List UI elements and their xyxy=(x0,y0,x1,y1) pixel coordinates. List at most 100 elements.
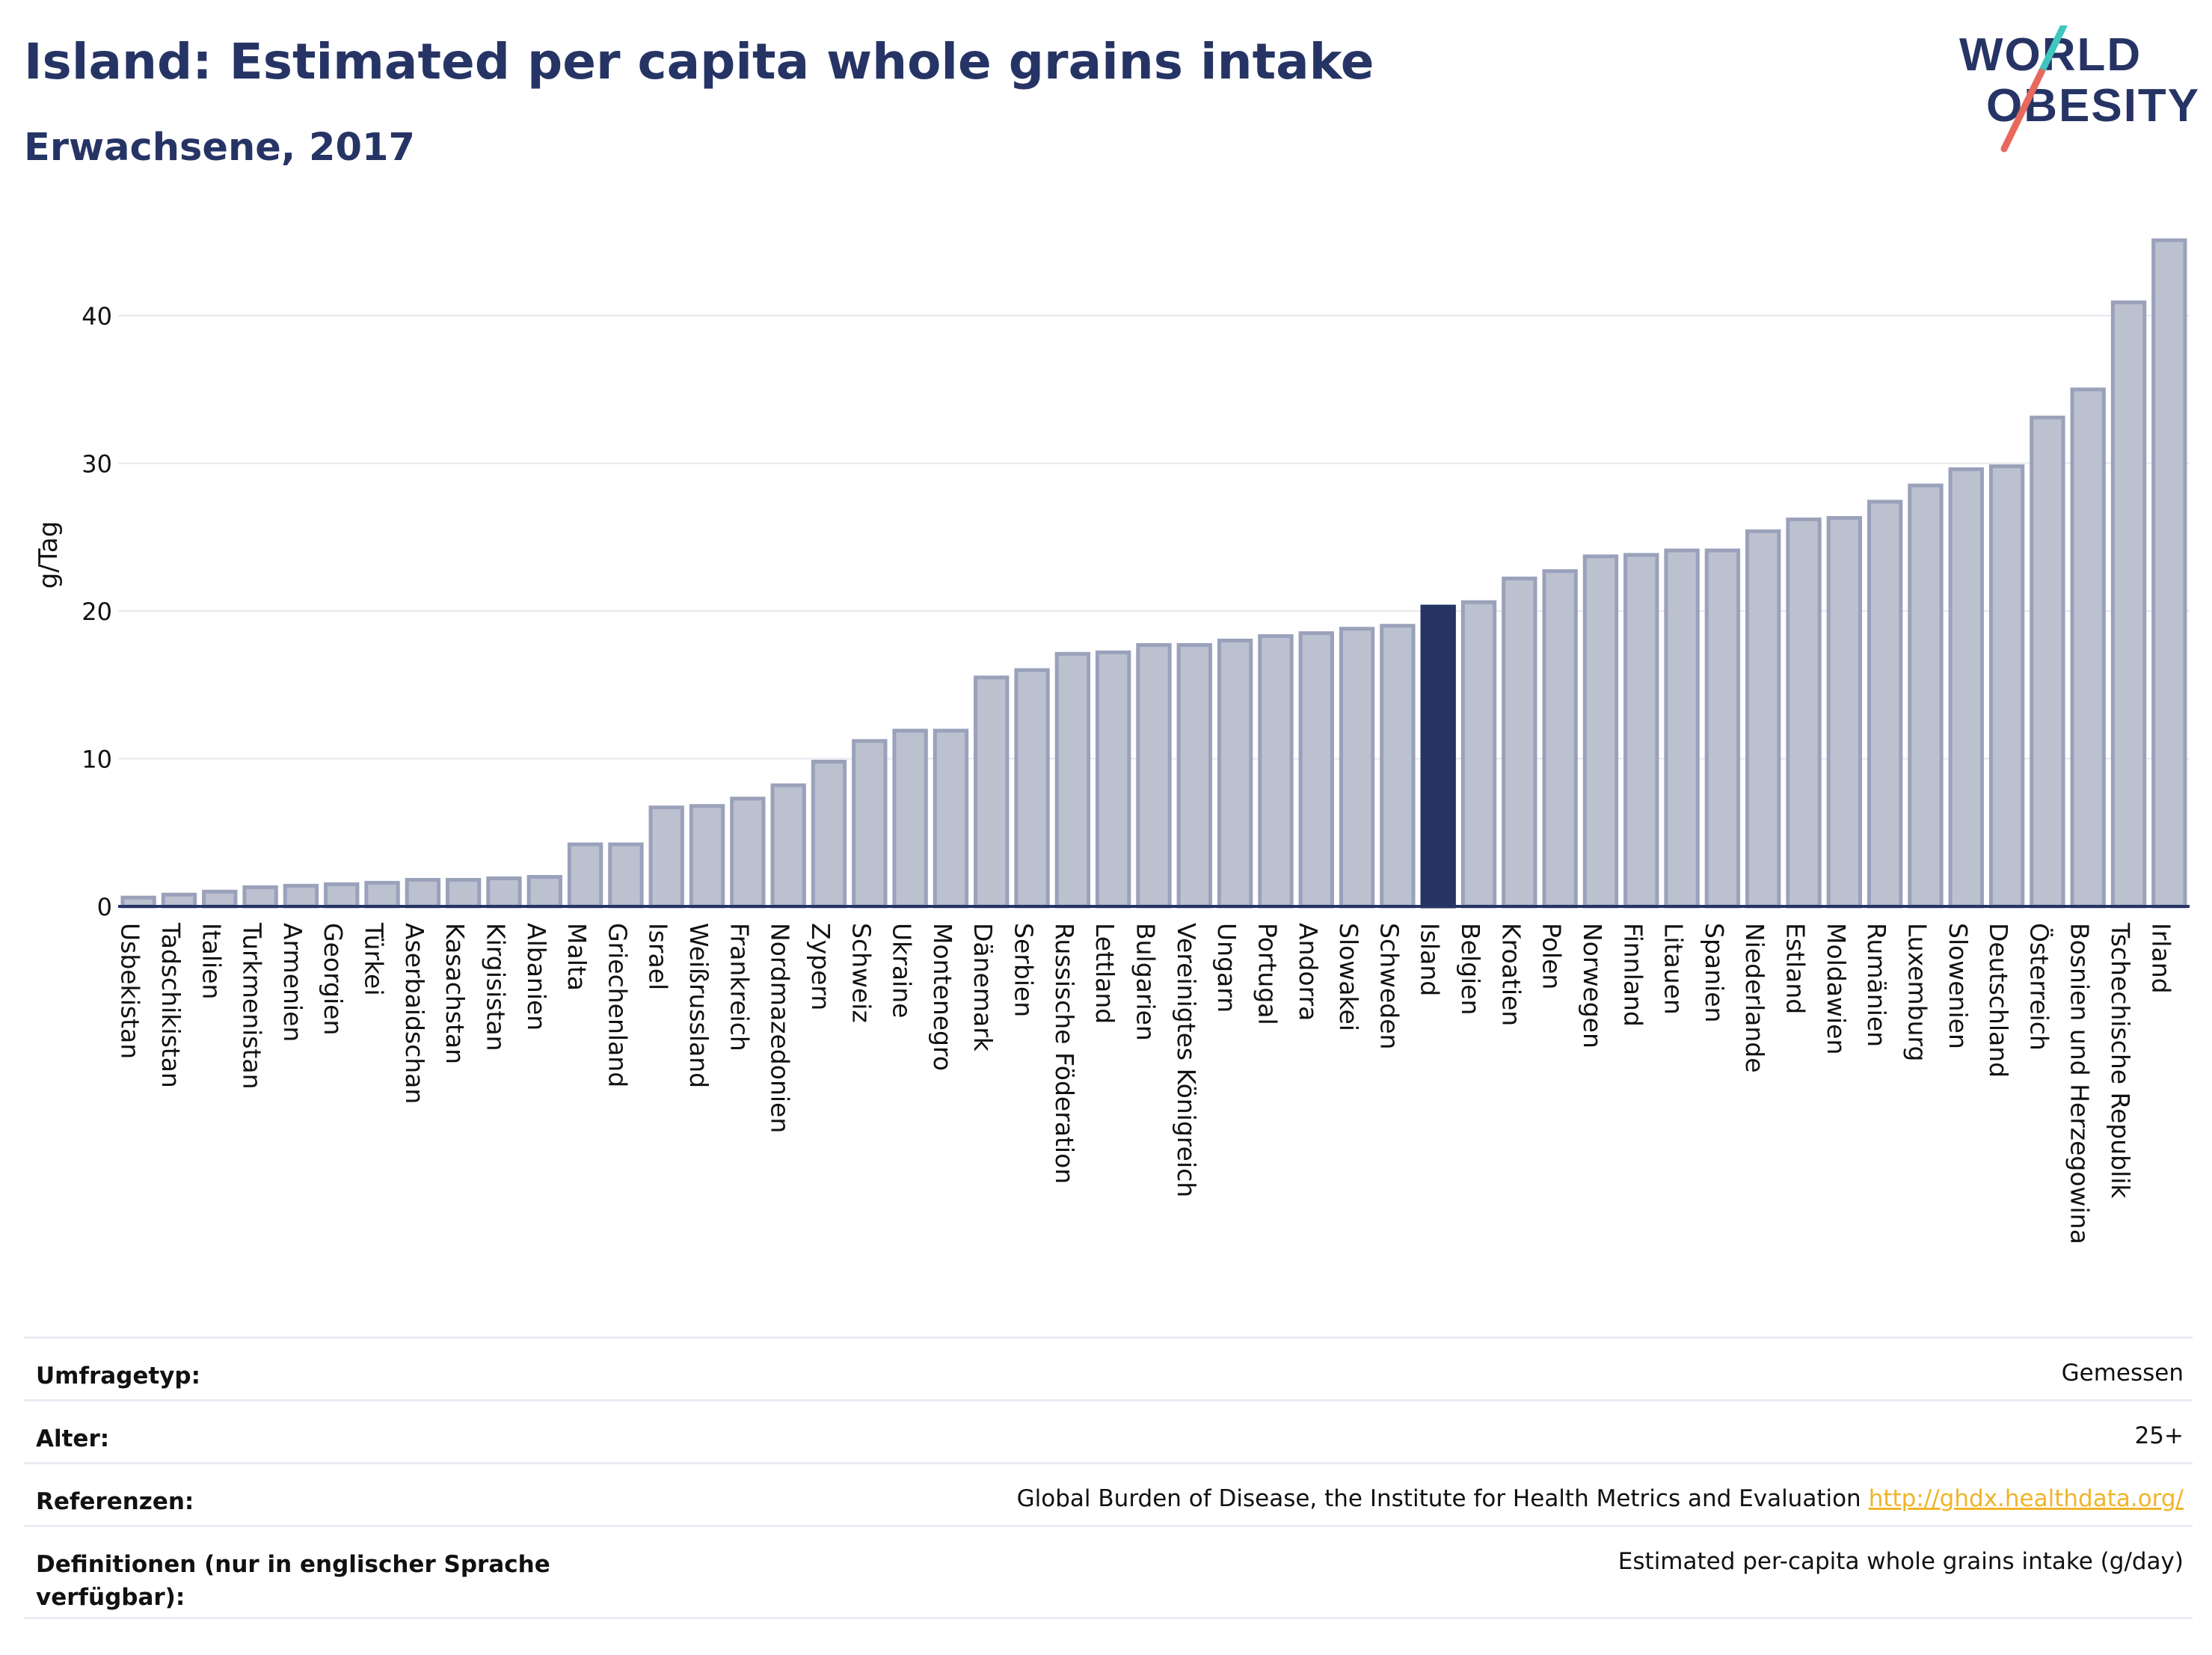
x-tick-label: Island xyxy=(1416,923,1445,996)
bar-deutschland[interactable] xyxy=(1988,464,2025,909)
bar-belgien[interactable] xyxy=(1460,600,1497,909)
bar-ungarn[interactable] xyxy=(1217,639,1253,909)
x-tick-label: Georgien xyxy=(319,923,348,1035)
bar-norwegen[interactable] xyxy=(1582,554,1619,909)
x-tick-label: Frankreich xyxy=(725,923,754,1051)
reference-text: Global Burden of Disease, the Institute … xyxy=(1016,1485,1861,1512)
bar-portugal[interactable] xyxy=(1258,634,1294,909)
bar-polen[interactable] xyxy=(1542,569,1578,909)
bar-serbien[interactable] xyxy=(1014,668,1050,909)
x-tick-label: Kroatien xyxy=(1496,923,1526,1026)
meta-row-survey-type: Umfragetyp: Gemessen xyxy=(24,1336,2193,1399)
bar-spanien[interactable] xyxy=(1704,548,1741,909)
bar-island[interactable] xyxy=(1420,604,1456,909)
bar-italien[interactable] xyxy=(202,889,238,909)
bar-bosnien-und-herzegowina[interactable] xyxy=(2070,387,2106,909)
bar-vereinigtes-königreich[interactable] xyxy=(1176,642,1212,909)
x-tick-label: Portugal xyxy=(1253,923,1282,1025)
bar-niederlande[interactable] xyxy=(1745,529,1781,909)
x-tick-label: Litauen xyxy=(1659,923,1689,1015)
bar-aserbaidschan[interactable] xyxy=(405,877,441,909)
chart-subtitle: Erwachsene, 2017 xyxy=(24,126,415,170)
bar-moldawien[interactable] xyxy=(1826,516,1863,909)
bar-estland[interactable] xyxy=(1786,518,1822,909)
x-tick-label: Albanien xyxy=(522,923,551,1031)
x-tick-label: Niederlande xyxy=(1740,923,1769,1073)
meta-label: Alter: xyxy=(36,1425,110,1452)
bar-österreich[interactable] xyxy=(2030,415,2065,909)
x-tick-label: Slowakei xyxy=(1334,923,1363,1031)
x-tick-label: Luxemburg xyxy=(1902,923,1932,1061)
meta-row-definitions: Definitionen (nur in englischer Sprache … xyxy=(24,1525,2193,1619)
meta-label: Definitionen (nur in englischer Sprache … xyxy=(36,1551,550,1611)
logo-slash-teal xyxy=(2038,25,2068,76)
x-tick-label: Finnland xyxy=(1618,923,1647,1027)
bar-armenien[interactable] xyxy=(283,883,319,909)
bars-layer xyxy=(118,238,2190,909)
reference-link[interactable]: http://ghdx.healthdata.org/ xyxy=(1868,1485,2184,1512)
bar-türkei[interactable] xyxy=(364,880,400,909)
y-tick-label: 40 xyxy=(82,302,112,331)
x-tick-label: Spanien xyxy=(1700,923,1729,1022)
bar-rumänien[interactable] xyxy=(1867,500,1903,909)
x-tick-label: Tadschikistan xyxy=(156,922,185,1088)
x-tick-label: Schweiz xyxy=(847,923,876,1023)
x-tick-label: Ukraine xyxy=(888,923,917,1018)
meta-label: Referenzen: xyxy=(36,1488,194,1515)
x-tick-label: Irland xyxy=(2146,923,2175,994)
bar-frankreich[interactable] xyxy=(730,796,766,909)
x-tick-label: Tschechische Republik xyxy=(2106,922,2135,1199)
bar-tadschikistan[interactable] xyxy=(161,892,197,909)
meta-row-references: Referenzen: Global Burden of Disease, th… xyxy=(24,1462,2193,1525)
y-tick-label: 0 xyxy=(97,893,112,921)
bar-kasachstan[interactable] xyxy=(445,877,482,909)
x-tick-label: Estland xyxy=(1781,923,1810,1014)
bar-israel[interactable] xyxy=(648,805,684,909)
bar-montenegro[interactable] xyxy=(933,728,969,909)
metadata-table: Umfragetyp: Gemessen Alter: 25+ Referenz… xyxy=(24,1336,2193,1619)
x-tick-label: Italien xyxy=(197,923,226,999)
x-tick-label: Rumänien xyxy=(1862,923,1891,1047)
bar-irland[interactable] xyxy=(2151,238,2187,909)
bar-tschechische-republik[interactable] xyxy=(2110,300,2147,909)
bar-malta[interactable] xyxy=(567,842,603,909)
bar-andorra[interactable] xyxy=(1298,631,1334,909)
x-tick-label: Kirgisistan xyxy=(481,923,510,1051)
meta-value-references: Global Burden of Disease, the Institute … xyxy=(1017,1485,2184,1512)
bar-weißrussland[interactable] xyxy=(689,804,725,909)
x-tick-label: Dänemark xyxy=(968,923,998,1052)
bar-dänemark[interactable] xyxy=(974,675,1010,909)
chart-title: Island: Estimated per capita whole grain… xyxy=(24,33,1374,90)
bar-schweiz[interactable] xyxy=(852,739,888,909)
x-tick-label: Serbien xyxy=(1010,923,1039,1017)
x-tick-label: Bosnien und Herzegowina xyxy=(2065,923,2095,1244)
bar-lettland[interactable] xyxy=(1096,650,1131,909)
y-tick-label: 20 xyxy=(82,598,112,626)
bar-kirgisistan[interactable] xyxy=(486,876,522,909)
bar-ukraine[interactable] xyxy=(892,728,928,909)
bar-litauen[interactable] xyxy=(1664,548,1700,909)
bar-russische-föderation[interactable] xyxy=(1054,651,1091,909)
bar-kroatien[interactable] xyxy=(1502,577,1537,909)
x-tick-label: Ungarn xyxy=(1212,923,1241,1013)
bar-turkmenistan[interactable] xyxy=(242,885,278,909)
bar-schweden[interactable] xyxy=(1380,624,1416,909)
x-tick-label: Schweden xyxy=(1374,923,1404,1049)
bar-slowenien[interactable] xyxy=(1948,467,1984,909)
bar-bulgarien[interactable] xyxy=(1136,642,1172,909)
bar-griechenland[interactable] xyxy=(608,842,644,909)
bar-finnland[interactable] xyxy=(1623,553,1659,909)
x-tick-label: Kasachstan xyxy=(440,923,470,1064)
bar-albanien[interactable] xyxy=(526,875,562,909)
bar-slowakei[interactable] xyxy=(1339,627,1375,909)
x-tick-label: Armenien xyxy=(278,923,307,1042)
x-tick-label: Israel xyxy=(644,923,673,990)
bar-zypern[interactable] xyxy=(811,759,847,909)
x-tick-label: Bulgarien xyxy=(1131,923,1161,1041)
bar-georgien[interactable] xyxy=(324,882,360,909)
y-axis-label: g/Tag xyxy=(34,521,64,589)
y-tick-label: 30 xyxy=(82,450,112,479)
bar-luxemburg[interactable] xyxy=(1908,483,1944,909)
bar-nordmazedonien[interactable] xyxy=(770,783,806,909)
world-obesity-logo: WORLD OBESITY xyxy=(1959,25,2199,153)
